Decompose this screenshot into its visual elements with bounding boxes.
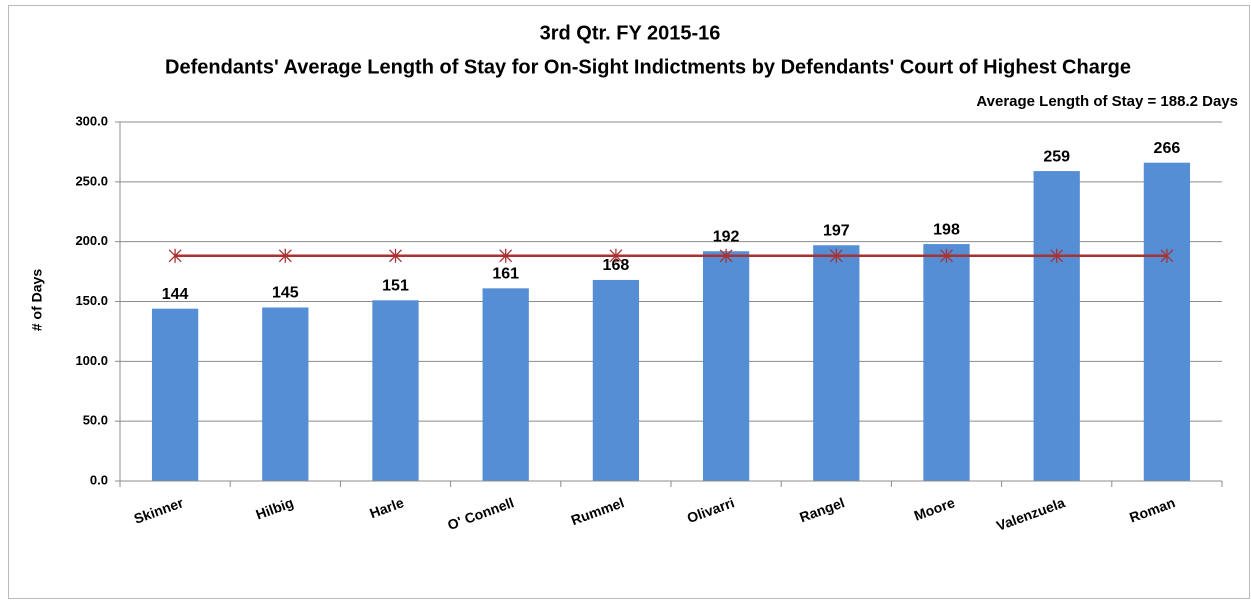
- value-label: 145: [272, 285, 299, 302]
- y-tick-label: 250.0: [75, 173, 108, 188]
- bar: [923, 244, 970, 481]
- y-tick-label: 50.0: [83, 413, 108, 428]
- value-label: 266: [1154, 140, 1181, 157]
- y-axis-label: # of Days: [29, 269, 45, 331]
- average-marker: [609, 248, 623, 263]
- average-marker: [940, 248, 953, 263]
- value-label: 168: [603, 257, 630, 274]
- bar: [262, 307, 309, 481]
- average-marker: [389, 248, 402, 263]
- chart-title: 3rd Qtr. FY 2015-16: [540, 22, 721, 44]
- annotation: Average Length of Stay = 188.2 Days: [976, 93, 1238, 110]
- bar: [813, 245, 860, 481]
- y-tick-label: 150.0: [75, 293, 108, 308]
- bar: [482, 288, 529, 481]
- average-marker: [278, 248, 292, 263]
- value-label: 144: [162, 286, 189, 303]
- value-label: 192: [713, 228, 740, 245]
- value-label: 197: [823, 222, 850, 239]
- bar: [151, 308, 199, 481]
- bar: [592, 279, 640, 481]
- y-tick-label: 100.0: [75, 353, 108, 368]
- bar: [372, 300, 419, 481]
- y-tick-label: 300.0: [75, 113, 108, 128]
- value-label: 161: [492, 266, 519, 283]
- bar: [1143, 162, 1191, 482]
- average-marker: [719, 248, 733, 263]
- y-tick-label: 0.0: [90, 472, 108, 487]
- bar: [702, 251, 750, 481]
- bar: [1033, 171, 1080, 481]
- value-label: 151: [382, 278, 409, 295]
- average-marker: [1050, 248, 1064, 263]
- average-marker: [168, 248, 182, 263]
- chart-subtitle: Defendants' Average Length of Stay for O…: [165, 56, 1131, 78]
- value-label: 259: [1043, 148, 1070, 165]
- value-label: 198: [933, 221, 960, 238]
- average-marker: [829, 248, 843, 263]
- average-marker: [1160, 248, 1174, 263]
- average-marker: [499, 248, 513, 263]
- y-tick-label: 200.0: [75, 233, 108, 248]
